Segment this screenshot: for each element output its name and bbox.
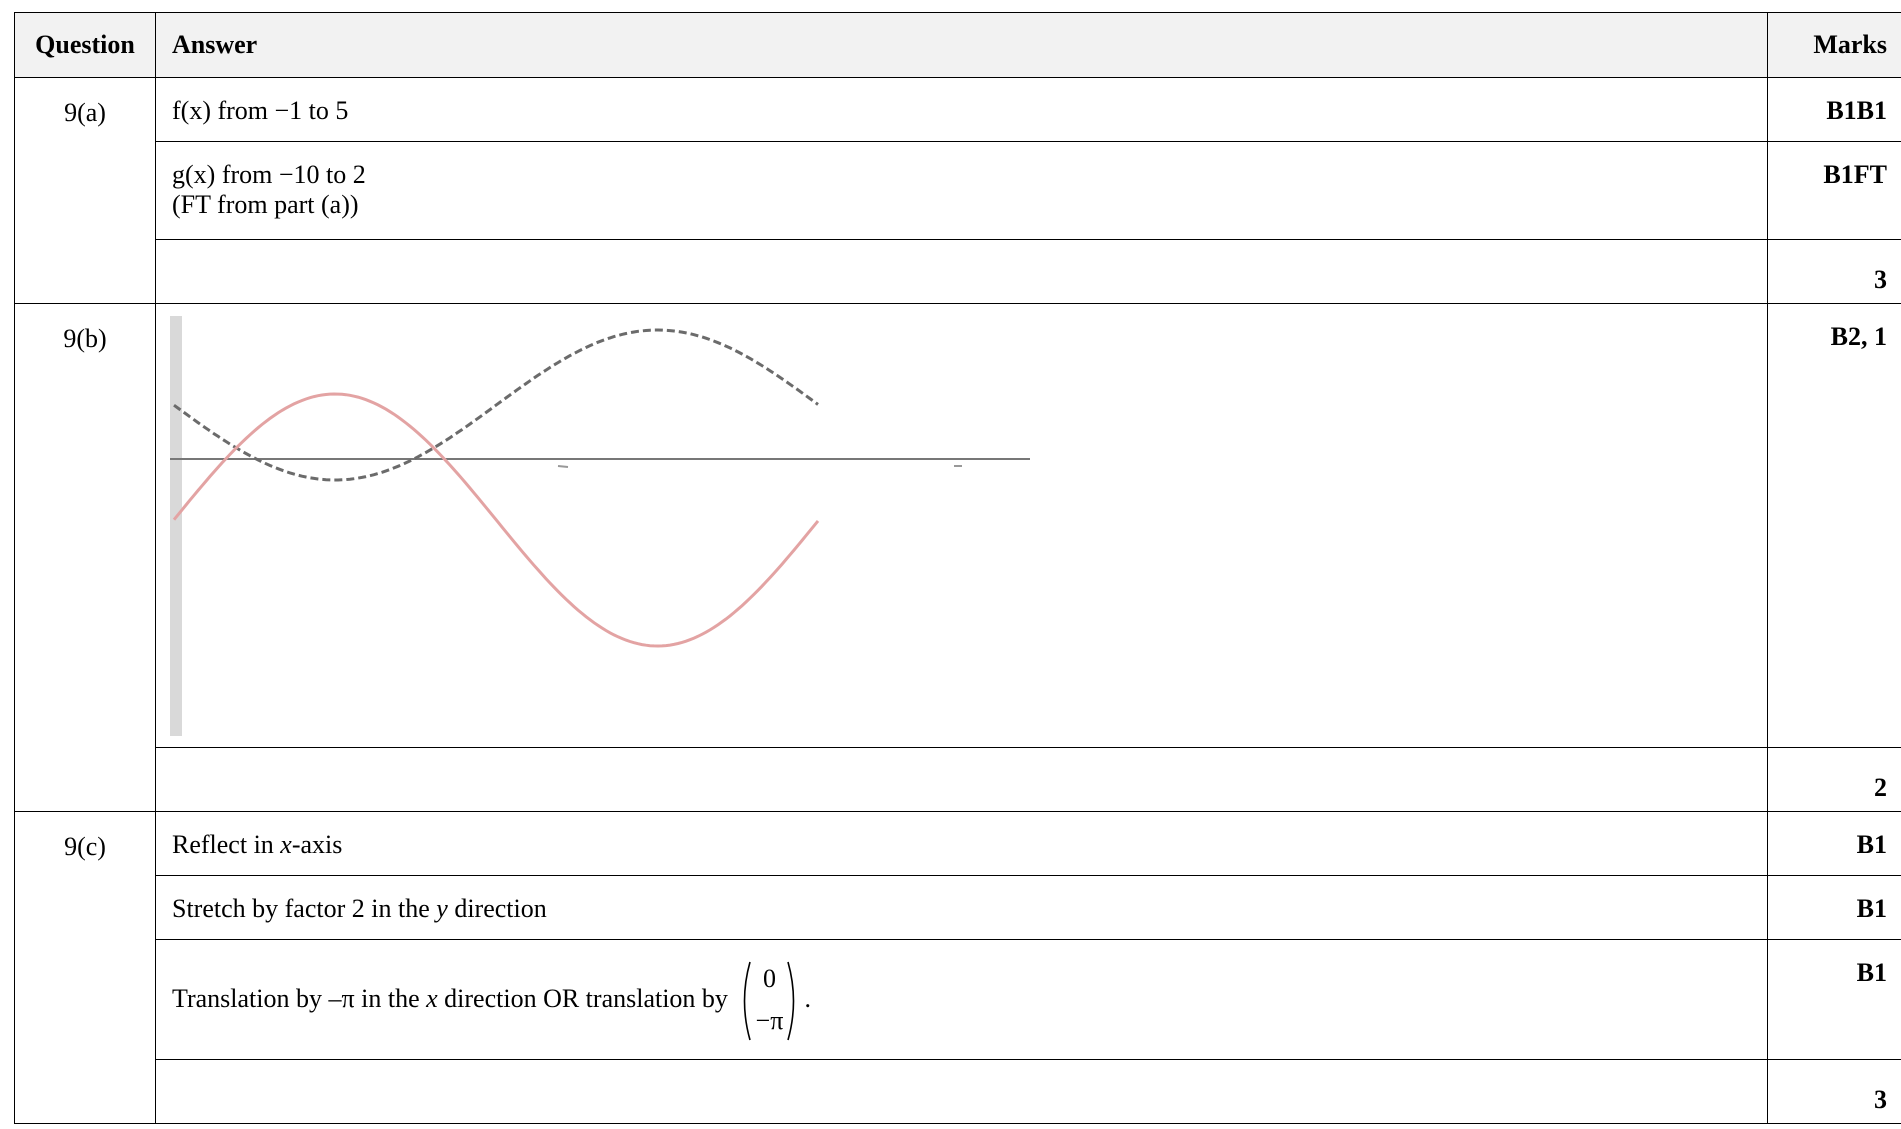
table-row: 9(b) B2, 1 (14, 303, 1901, 812)
header-answer: Answer (155, 12, 1768, 78)
question-label-9a: 9(a) (14, 77, 156, 304)
header-question: Question (14, 12, 156, 78)
answer-cell-empty (155, 239, 1768, 304)
table-row: 9(a) f(x) from −1 to 5 B1B1 (14, 77, 1901, 304)
graph-image (170, 316, 1767, 743)
table-row: 9(c) Reflect in x-axis B1 (14, 811, 1901, 1124)
mark-scheme-table: Question Answer Marks 9(a) f(x) from −1 … (14, 12, 1901, 1124)
answer-cell: g(x) from −10 to 2 (FT from part (a)) (155, 141, 1768, 240)
answer-variable: y (436, 894, 448, 923)
table-row: Translation by –π in the x direction OR … (15, 939, 1901, 1060)
total-marks: 3 (1767, 1059, 1901, 1124)
answer-cell: Translation by –π in the x direction OR … (155, 939, 1768, 1060)
table-row: 3 (15, 1059, 1901, 1124)
answer-text: f(x) from −1 to 5 (172, 96, 349, 125)
marks-cell: B1 (1767, 811, 1901, 876)
vector-bottom: −π (755, 1006, 784, 1035)
question-label-9c: 9(c) (14, 811, 156, 1124)
marks-cell: B1 (1767, 939, 1901, 1060)
marks-cell: B1 (1767, 875, 1901, 940)
answer-text: direction (447, 894, 547, 923)
marks-cell: B2, 1 (1767, 303, 1901, 748)
total-marks: 3 (1767, 239, 1901, 304)
column-vector: 0 −π (738, 958, 800, 1044)
answer-text: direction OR translation by (437, 983, 728, 1013)
table-row: 2 (15, 747, 1901, 812)
answer-text: . (804, 983, 811, 1013)
header-marks: Marks (1767, 12, 1901, 78)
answer-cell-empty (155, 1059, 1768, 1124)
vector-top: 0 (762, 964, 776, 993)
vector-brackets (744, 961, 795, 1041)
answer-text: Reflect in (172, 830, 281, 859)
answer-text: -axis (291, 830, 343, 859)
question-label-9b: 9(b) (14, 303, 156, 812)
answer-cell-empty (155, 747, 1768, 812)
total-marks: 2 (1767, 747, 1901, 812)
header-row: Question Answer Marks (14, 12, 1901, 78)
marks-cell: B1B1 (1767, 77, 1901, 142)
answer-note: (FT from part (a)) (172, 190, 359, 219)
answer-cell: Reflect in x-axis (155, 811, 1768, 876)
answer-text: Translation by –π in the (172, 983, 427, 1013)
answer-cell: f(x) from −1 to 5 (155, 77, 1768, 142)
table-row: 3 (15, 239, 1901, 304)
graph-left-bar (170, 316, 182, 736)
graph-curve-solid (172, 392, 820, 648)
answer-cell: Stretch by factor 2 in the y direction (155, 875, 1768, 940)
graph-curve-dashed (173, 328, 819, 482)
answer-cell-graph (155, 303, 1768, 748)
answer-variable: x (280, 830, 292, 859)
table-row: Stretch by factor 2 in the y direction B… (15, 875, 1901, 940)
answer-variable: x (426, 983, 438, 1013)
marks-cell: B1FT (1767, 141, 1901, 240)
axis-tick (557, 465, 569, 468)
answer-text: Stretch by factor 2 in the (172, 894, 437, 923)
answer-text: g(x) from −10 to 2 (172, 160, 366, 189)
table-row: g(x) from −10 to 2 (FT from part (a)) B1… (15, 141, 1901, 240)
graph-sketch (170, 316, 1030, 736)
